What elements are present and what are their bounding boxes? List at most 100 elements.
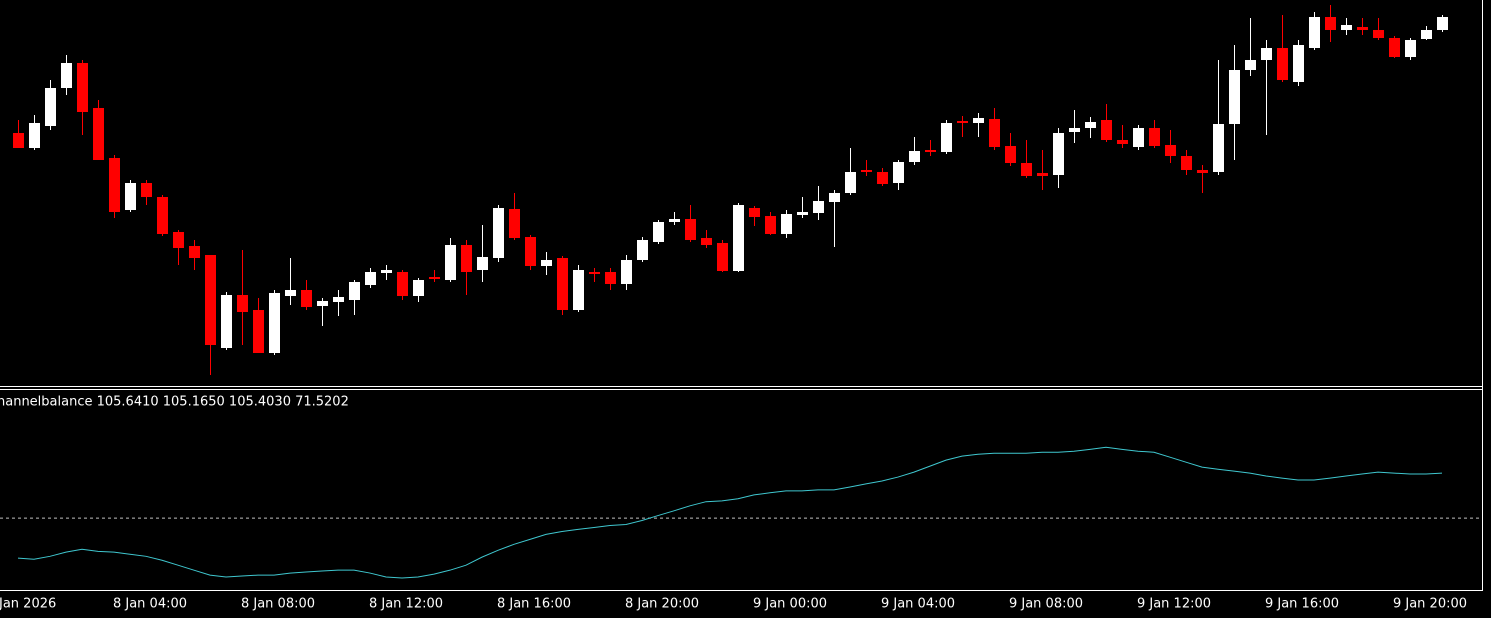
- candle-body: [237, 295, 248, 312]
- candle-body: [781, 214, 792, 234]
- candle-body: [349, 282, 360, 300]
- candle-body: [1437, 17, 1448, 30]
- candle-body: [397, 272, 408, 296]
- candle-body: [829, 193, 840, 202]
- candle-body: [1053, 133, 1064, 175]
- candle-body: [1133, 128, 1144, 147]
- candle-body: [77, 63, 88, 112]
- candle-body: [93, 108, 104, 160]
- candle-body: [1165, 145, 1176, 156]
- candle-body: [1373, 30, 1384, 38]
- candle-body: [445, 245, 456, 280]
- x-tick-label: 9 Jan 16:00: [1265, 597, 1339, 612]
- candle-body: [1229, 70, 1240, 124]
- candle-body: [61, 63, 72, 88]
- x-tick-label: 8 Jan 16:00: [497, 597, 571, 612]
- candle-body: [381, 270, 392, 273]
- candle-body: [845, 172, 856, 193]
- candle-body: [173, 232, 184, 248]
- candle-body: [669, 219, 680, 222]
- candle-body: [125, 183, 136, 210]
- x-tick-label: 9 Jan 08:00: [1009, 597, 1083, 612]
- candle-body: [1325, 17, 1336, 30]
- candle-body: [733, 205, 744, 271]
- candle-body: [525, 237, 536, 266]
- candle-body: [861, 170, 872, 172]
- candle-body: [13, 133, 24, 148]
- candle-body: [765, 216, 776, 234]
- candle-body: [1101, 120, 1112, 140]
- candle-body: [589, 272, 600, 274]
- candle-body: [1245, 60, 1256, 70]
- candle-body: [877, 172, 888, 184]
- candle-body: [269, 293, 280, 353]
- candle-body: [205, 255, 216, 345]
- candle-body: [637, 240, 648, 260]
- candle-body: [1421, 30, 1432, 39]
- indicator-label: hannelbalance 105.6410 105.1650 105.4030…: [0, 395, 349, 410]
- candle-body: [1277, 48, 1288, 80]
- candle-body: [1261, 48, 1272, 60]
- candle-body: [1181, 156, 1192, 170]
- candle-body: [605, 272, 616, 284]
- candle-body: [1389, 38, 1400, 57]
- candle-body: [285, 290, 296, 296]
- candle-body: [141, 183, 152, 197]
- candle-body: [1037, 173, 1048, 176]
- candle-body: [973, 118, 984, 123]
- candle-body: [1405, 40, 1416, 57]
- candle-body: [429, 277, 440, 279]
- candle-body: [797, 212, 808, 215]
- candle-body: [493, 208, 504, 258]
- candle-body: [477, 257, 488, 270]
- candle-body: [701, 238, 712, 245]
- candle-body: [1021, 163, 1032, 176]
- candle-body: [333, 297, 344, 302]
- candle-body: [1069, 128, 1080, 132]
- x-tick-label: 9 Jan 20:00: [1393, 597, 1467, 612]
- x-tick-label: 8 Jan 08:00: [241, 597, 315, 612]
- candle-body: [1293, 45, 1304, 82]
- candle-body: [893, 162, 904, 183]
- candle-body: [157, 197, 168, 234]
- candle-body: [925, 150, 936, 152]
- candle-body: [573, 270, 584, 310]
- candle-body: [909, 151, 920, 162]
- candle-body: [989, 119, 1000, 147]
- x-tick-label: 9 Jan 04:00: [881, 597, 955, 612]
- x-tick-label: Jan 2026: [0, 597, 56, 612]
- candle-body: [461, 245, 472, 272]
- candle-body: [717, 243, 728, 271]
- candle-body: [221, 295, 232, 348]
- candle-body: [1117, 140, 1128, 144]
- candle-body: [557, 258, 568, 310]
- candle-body: [1357, 27, 1368, 30]
- candle-body: [1213, 124, 1224, 172]
- candle-body: [541, 260, 552, 266]
- candle-body: [109, 158, 120, 212]
- x-tick-label: 9 Jan 12:00: [1137, 597, 1211, 612]
- candle-body: [29, 123, 40, 148]
- candle-body: [253, 310, 264, 353]
- candle-body: [653, 222, 664, 242]
- candle-body: [685, 219, 696, 240]
- candle-body: [941, 123, 952, 152]
- x-tick-label: 8 Jan 04:00: [113, 597, 187, 612]
- candle-body: [365, 272, 376, 285]
- candle-body: [45, 88, 56, 126]
- x-tick-label: 8 Jan 20:00: [625, 597, 699, 612]
- candle-body: [1005, 146, 1016, 163]
- candle-body: [1149, 128, 1160, 146]
- candle-body: [1197, 170, 1208, 173]
- indicator-line: [17, 446, 1443, 579]
- candle-body: [189, 246, 200, 258]
- candle-body: [509, 209, 520, 238]
- x-tick-label: 8 Jan 12:00: [369, 597, 443, 612]
- candle-body: [317, 301, 328, 306]
- candle-body: [749, 208, 760, 217]
- candle-body: [413, 280, 424, 296]
- candle-body: [813, 201, 824, 213]
- candle-body: [957, 121, 968, 123]
